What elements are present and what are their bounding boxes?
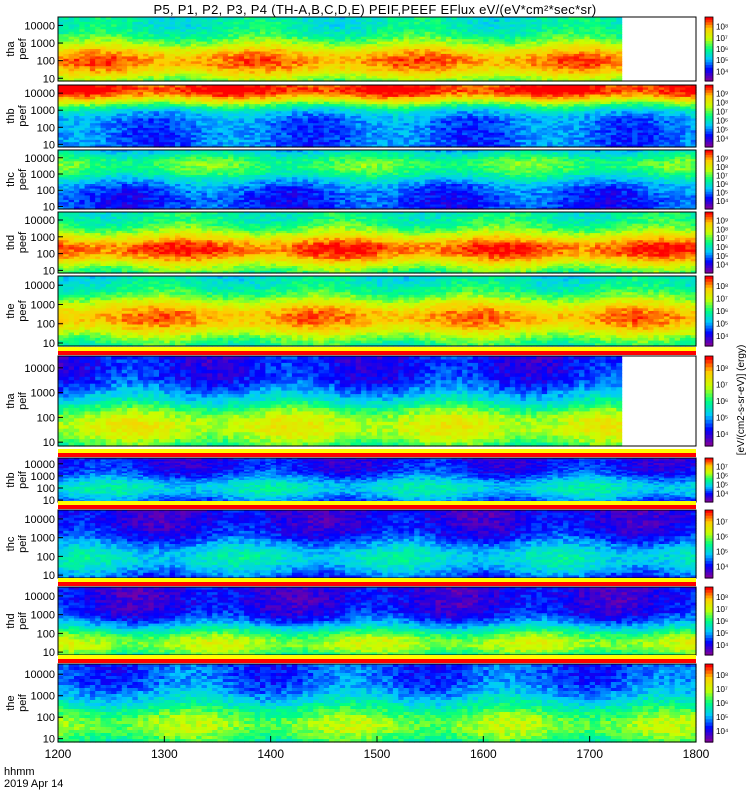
y-tick-label: 100 <box>37 56 55 68</box>
y-axis-label: peef <box>17 37 29 59</box>
colorbar-tick-label: 10⁴ <box>716 67 729 76</box>
colorbar-tick-label: 10⁶ <box>716 45 728 54</box>
y-tick-label: 10 <box>43 73 55 85</box>
y-tick-label: 1000 <box>31 38 55 50</box>
colorbar-tick-label: 10⁵ <box>716 56 728 65</box>
spectrogram-panel-0: 10000 1000 100 10 tha peef 10⁸ 10⁷ 10⁶ 10⁵ 10⁴ <box>5 17 729 85</box>
spectrogram-panel-1: 10000100010010thb peef10⁹10⁸10⁷10⁶10⁵10⁴ <box>5 85 729 151</box>
colorbar-tick-label: 10⁷ <box>716 34 728 43</box>
colorbar-tick-label: 10⁸ <box>716 23 728 32</box>
y-axis-label: tha <box>5 40 17 56</box>
y-tick-label: 10000 <box>24 20 55 32</box>
